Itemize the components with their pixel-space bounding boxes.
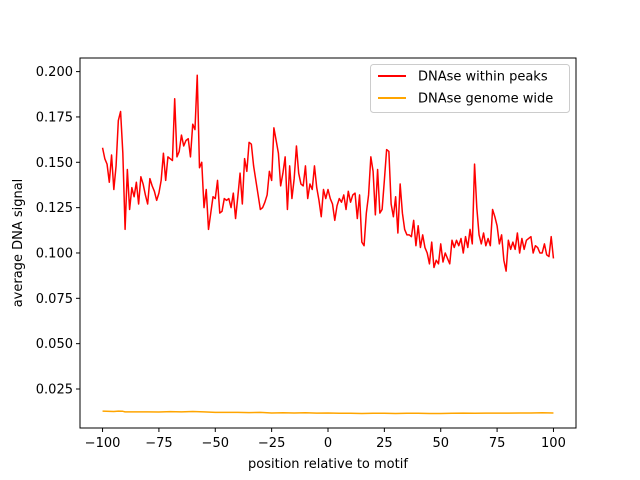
y-axis-label: average DNA signal xyxy=(11,179,26,308)
x-axis: −100 −75 −50 −25 0 25 50 75 100 xyxy=(85,428,566,451)
x-tick-label: 75 xyxy=(489,436,506,451)
y-tick-label: 0.175 xyxy=(36,110,73,125)
x-tick-label: −100 xyxy=(85,436,121,451)
x-axis-label: position relative to motif xyxy=(248,457,408,472)
legend-label-within-peaks: DNAse within peaks xyxy=(418,70,548,85)
series-layer xyxy=(101,74,555,415)
y-tick-label: 0.125 xyxy=(36,201,73,216)
legend-box xyxy=(370,64,570,113)
y-tick-label: 0.200 xyxy=(36,65,73,80)
x-tick-label: 0 xyxy=(324,436,332,451)
y-tick-label: 0.150 xyxy=(36,156,73,171)
series-line-within-peaks xyxy=(101,74,555,272)
y-tick-label: 0.075 xyxy=(36,292,73,307)
y-axis: 0.025 0.050 0.075 0.100 0.125 0.150 0.175 0.200 xyxy=(36,65,80,398)
x-tick-label: −50 xyxy=(202,436,229,451)
y-tick-label: 0.025 xyxy=(36,383,73,398)
series-line-genome-wide xyxy=(102,410,554,415)
x-tick-label: −25 xyxy=(258,436,285,451)
y-tick-label: 0.100 xyxy=(36,246,73,261)
x-tick-label: 100 xyxy=(541,436,566,451)
x-tick-label: 25 xyxy=(376,436,393,451)
x-tick-label: −75 xyxy=(145,436,172,451)
y-tick-label: 0.050 xyxy=(36,337,73,352)
legend-label-genome-wide: DNAse genome wide xyxy=(418,92,553,107)
legend: DNAse within peaks DNAse genome wide xyxy=(370,64,570,113)
x-tick-label: 50 xyxy=(432,436,449,451)
